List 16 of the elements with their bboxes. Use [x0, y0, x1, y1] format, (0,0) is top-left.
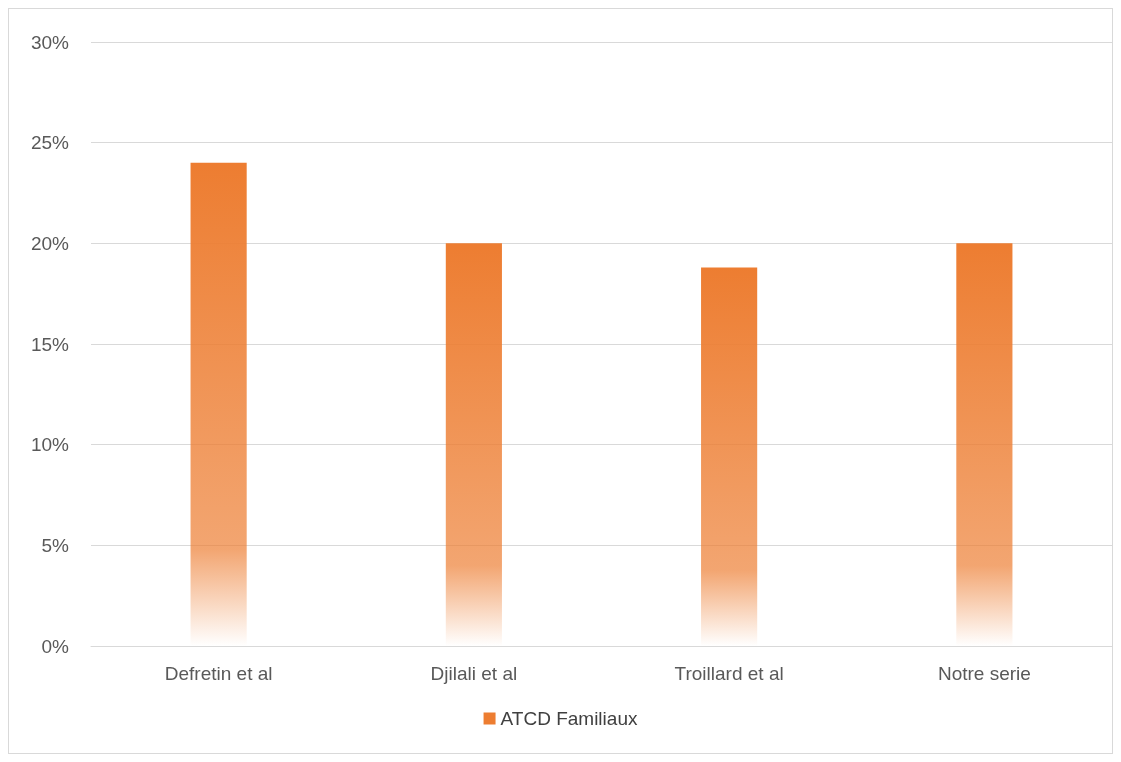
- bar: [190, 162, 247, 646]
- y-tick-label: 0%: [41, 635, 70, 657]
- x-tick-label: Defretin et al: [164, 663, 273, 684]
- y-tick-label: 15%: [30, 333, 70, 355]
- x-tick-label: Notre serie: [937, 663, 1031, 684]
- bar: [445, 243, 502, 646]
- legend-label: ATCD Familiaux: [500, 708, 638, 729]
- y-tick-label: 20%: [30, 232, 70, 254]
- x-tick-label: Troillard et al: [674, 663, 784, 684]
- bar: [701, 267, 758, 646]
- bar: [956, 243, 1013, 646]
- x-tick-label: Djilali et al: [430, 663, 518, 684]
- y-tick-label: 30%: [30, 31, 70, 53]
- y-tick-label: 10%: [30, 434, 70, 456]
- y-tick-label: 5%: [41, 534, 70, 556]
- y-tick-label: 25%: [30, 132, 70, 154]
